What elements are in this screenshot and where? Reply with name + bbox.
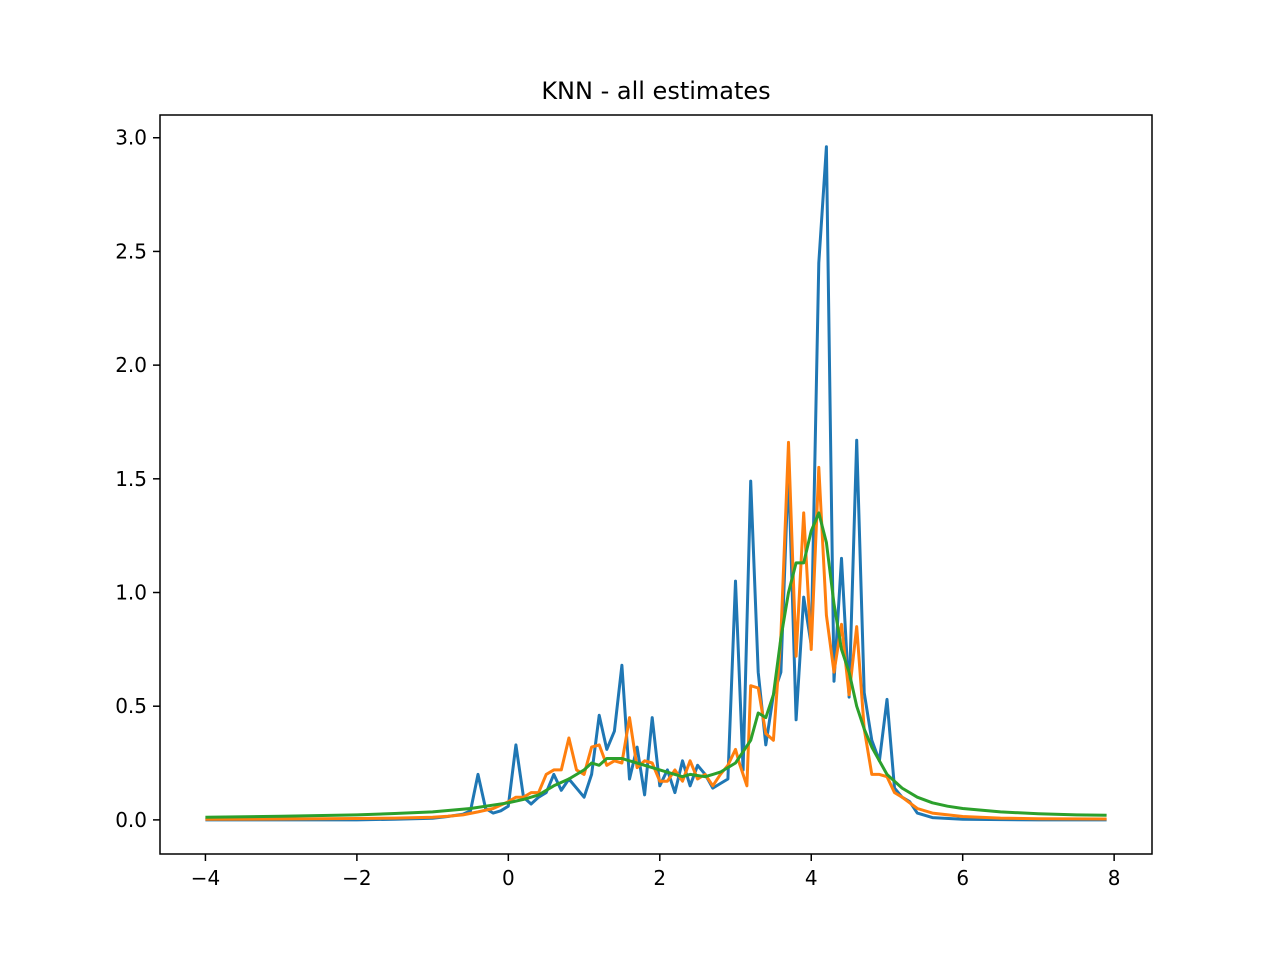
series-line-1 bbox=[205, 145, 1107, 822]
chart-title: KNN - all estimates bbox=[541, 77, 770, 105]
y-tick-label: 0.0 bbox=[115, 808, 147, 832]
y-tick-label: 2.0 bbox=[115, 353, 147, 377]
series-line-2 bbox=[205, 440, 1107, 821]
x-axis-ticks: −4 −2 0 2 4 6 8 bbox=[191, 854, 1121, 890]
x-tick-label: 6 bbox=[956, 866, 969, 890]
y-tick-label: 0.5 bbox=[115, 694, 147, 718]
y-tick-label: 2.5 bbox=[115, 239, 147, 263]
x-tick-label: −4 bbox=[191, 866, 220, 890]
x-tick-label: 4 bbox=[805, 866, 818, 890]
x-tick-label: −2 bbox=[342, 866, 371, 890]
y-tick-label: 1.5 bbox=[115, 467, 147, 491]
y-tick-label: 1.0 bbox=[115, 581, 147, 605]
y-tick-label: 3.0 bbox=[115, 126, 147, 150]
series-line-3 bbox=[205, 511, 1107, 819]
y-axis-ticks: 0.0 0.5 1.0 1.5 2.0 2.5 3.0 bbox=[115, 126, 160, 832]
plot-frame bbox=[159, 114, 1153, 855]
x-tick-label: 8 bbox=[1108, 866, 1121, 890]
x-tick-label: 0 bbox=[502, 866, 515, 890]
x-tick-label: 2 bbox=[653, 866, 666, 890]
plot-lines bbox=[205, 145, 1107, 822]
